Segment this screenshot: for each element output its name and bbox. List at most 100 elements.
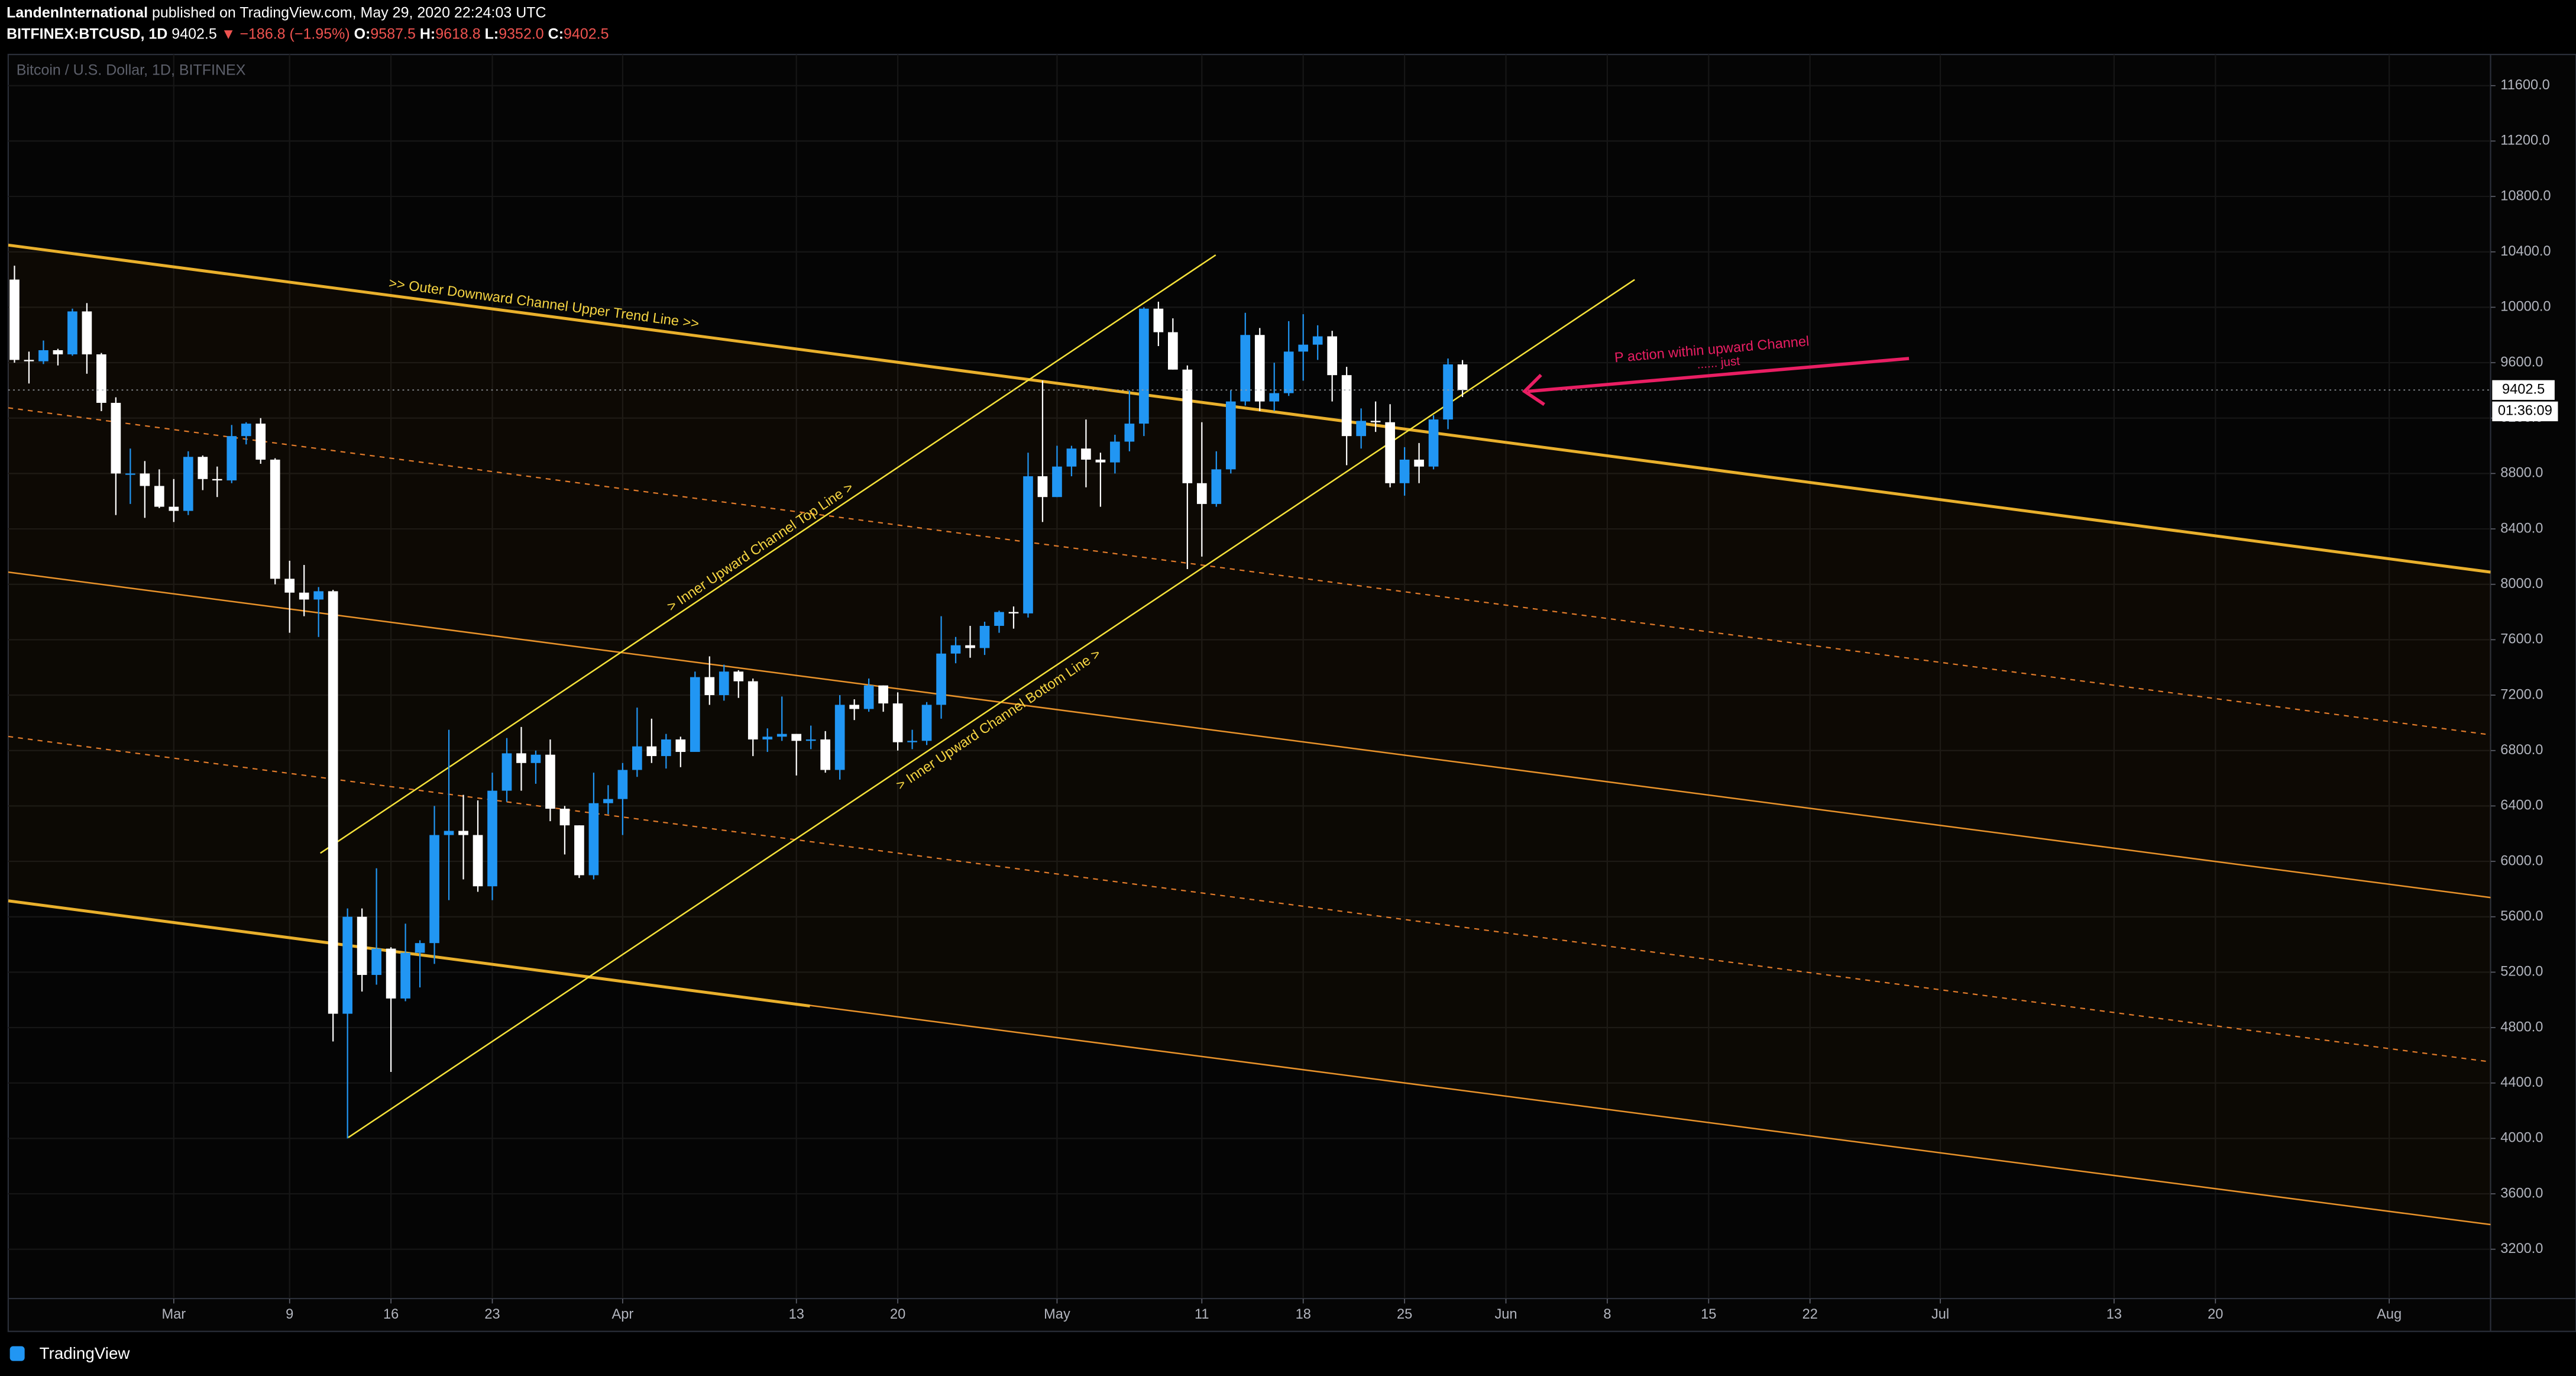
candle-body [994, 612, 1004, 626]
countdown-box [2492, 401, 2558, 422]
candle-body [747, 681, 758, 739]
symbol: BITFINEX:BTCUSD, 1D [7, 25, 167, 42]
candle-body [1428, 419, 1439, 467]
brand: TradingView [40, 1344, 131, 1362]
y-tick-label: 5200.0 [2500, 964, 2543, 980]
candle-body [328, 591, 338, 1014]
candle-body [444, 831, 454, 835]
candle-body [733, 671, 744, 681]
candle-body [299, 592, 309, 600]
mid-line [8, 571, 2491, 899]
candle-body [1168, 332, 1178, 370]
candle-body [950, 645, 961, 654]
candle-body [805, 739, 816, 741]
candle-body [111, 402, 121, 474]
candle-body [1370, 421, 1381, 422]
candle-body [255, 424, 266, 460]
symbol-line: BITFINEX:BTCUSD, 1D 9402.5 ▼ −186.8 (−1.… [7, 25, 609, 42]
ohlc-label: H: [420, 25, 435, 42]
x-tick-label: 22 [1802, 1307, 1818, 1322]
candle-body [1283, 351, 1294, 393]
candle-body [979, 625, 990, 648]
candle-body [1081, 448, 1091, 460]
drawings [8, 243, 2491, 1226]
y-tick-label: 10000.0 [2500, 299, 2551, 315]
ohlc-value: 9618.8 [435, 25, 480, 42]
candle-body [530, 754, 541, 763]
candle-body [762, 737, 773, 739]
brand-logo [9, 1346, 25, 1361]
y-tick-label: 10400.0 [2500, 244, 2551, 259]
candle-body [1385, 422, 1395, 483]
lower-dashed-line [8, 735, 2491, 1063]
candle-body [559, 809, 570, 826]
x-tick-label: 11 [1195, 1307, 1209, 1322]
candle-body [9, 279, 20, 360]
candle-body [82, 311, 92, 355]
y-tick-label: 8000.0 [2500, 576, 2543, 592]
arrow-head [1522, 373, 1545, 406]
published: published on TradingView.com, May 29, 20… [148, 4, 546, 21]
candle-body [1254, 335, 1265, 402]
candle-body [154, 486, 164, 507]
candle-body [1414, 459, 1424, 467]
y-tick-label: 6000.0 [2500, 853, 2543, 868]
y-tick-label: 6400.0 [2500, 798, 2543, 813]
candle-body [1196, 483, 1207, 504]
watermark: Bitcoin / U.S. Dollar, 1D, BITFINEX [17, 62, 246, 78]
candle-body [1037, 476, 1048, 498]
y-tick-label: 3200.0 [2500, 1241, 2543, 1257]
candle-body [1457, 364, 1468, 390]
candle-body [921, 705, 932, 741]
countdown: 01:36:09 [2498, 403, 2552, 419]
candle-body [357, 916, 367, 976]
ohlc-value: 9587.5 [370, 25, 415, 42]
candle-body [1110, 441, 1120, 463]
candle-body [907, 741, 917, 742]
candle-body [1023, 476, 1033, 613]
candle-body [342, 916, 352, 1014]
candle-body [1269, 393, 1280, 402]
y-tick-label: 7600.0 [2500, 632, 2543, 647]
candle-body [1399, 459, 1410, 483]
plot-area [7, 53, 2576, 1332]
y-tick-label: 4400.0 [2500, 1075, 2543, 1090]
candle-body [169, 506, 179, 511]
candle-body [1225, 401, 1236, 470]
candle-body [140, 473, 150, 486]
candle-body [791, 734, 802, 741]
publish-line: LandenInternational published on Trading… [7, 4, 546, 21]
candle-body [24, 360, 34, 361]
x-tick-label: Mar [161, 1307, 186, 1322]
candle-body [53, 350, 63, 355]
candle-body [1356, 421, 1366, 437]
candle-body [776, 734, 787, 737]
x-tick-label: 20 [2208, 1307, 2223, 1322]
candle-body [284, 579, 295, 593]
candle-body [1211, 469, 1222, 504]
candle-body [661, 739, 671, 757]
candle-body [501, 753, 512, 791]
ohlc-value: 9352.0 [499, 25, 543, 42]
candle-body [690, 677, 700, 752]
candle-body [574, 825, 584, 876]
candle-body [198, 457, 208, 479]
candle-body [849, 705, 859, 709]
footer [0, 1333, 2576, 1376]
candle-body [878, 685, 888, 704]
inner-bottom-line [348, 279, 1635, 1138]
candle-body [1153, 308, 1164, 332]
candle-body [936, 653, 946, 705]
y-tick-label: 8400.0 [2500, 521, 2543, 536]
last-price-box [2492, 380, 2555, 400]
candle-body [241, 424, 251, 437]
candle-body [1240, 335, 1251, 402]
x-tick-label: 15 [1701, 1307, 1716, 1322]
ohlc-label: C: [548, 25, 564, 42]
candle-body [646, 746, 657, 757]
x-tick-label: 13 [789, 1307, 804, 1322]
candle-body [96, 354, 106, 403]
x-tick-label: Jun [1494, 1307, 1517, 1322]
